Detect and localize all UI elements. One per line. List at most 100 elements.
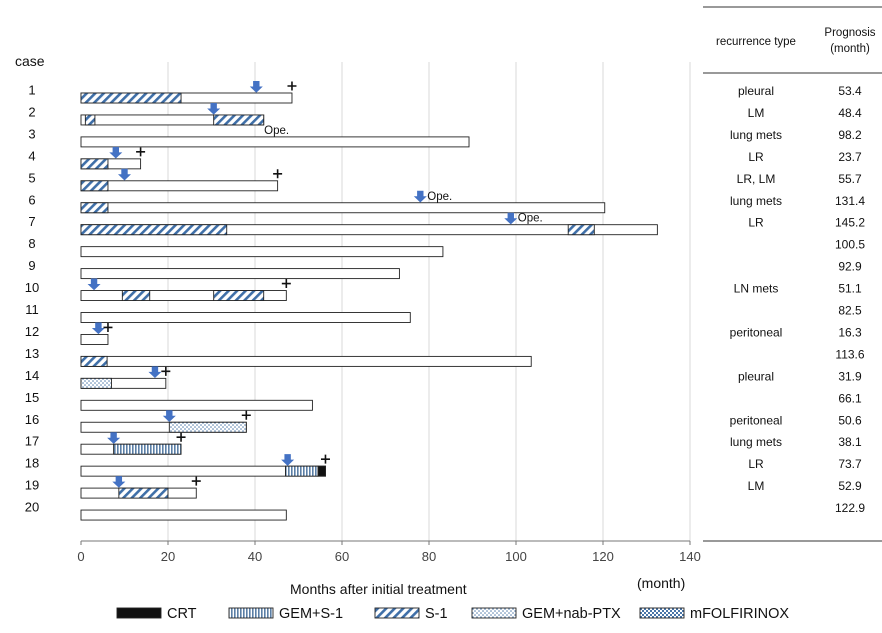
case-number: 5 [28,170,35,185]
prognosis-cell: 98.2 [838,128,862,142]
prognosis-cell: 48.4 [838,106,862,120]
case-row: 1 [28,81,297,104]
survival-bar [80,136,470,148]
legend-item-crt: CRT [116,606,197,622]
recurrence-arrow-icon [413,190,427,203]
survival-bar [80,290,287,301]
case-row: 4 [28,146,146,170]
death-marker-icon [320,454,330,464]
legend-swatch [471,607,517,619]
treatment-segment-s1 [118,487,169,499]
recurrence-type-cell: LN mets [734,282,779,296]
treatment-segment-gems1 [285,465,319,477]
legend-swatch [116,607,162,619]
survival-bar [80,355,532,367]
case-row: 7 Ope. [28,212,658,236]
recurrence-arrow-icon [207,102,221,115]
legend: CRT GEM+S-1 S-1 GEM+nab-PTX mFOLFIRINOX [116,606,789,622]
case-number: 10 [25,280,39,295]
case-row: 15 [25,390,313,411]
legend-item-mfolf: mFOLFIRINOX [639,606,789,622]
table-rows: pleural 53.4 LM 48.4 lung mets 98.2 LR 23.7 LR, … [730,84,866,515]
case-number: 15 [25,390,39,405]
x-tick-label: 100 [505,549,527,564]
treatment-segment-gemnab [168,421,247,433]
recurrence-type-cell: lung mets [730,128,782,142]
x-tick-label: 0 [77,549,84,564]
case-rows: 123 Ope.456 Ope.7 Ope.891011121314151617181… [25,81,658,521]
case-number: 11 [25,302,39,317]
case-row: 10 [25,278,291,301]
prognosis-cell: 131.4 [835,194,865,208]
case-row: 19 [25,476,201,499]
recurrence-arrow-icon [148,366,162,379]
legend-label: CRT [167,606,197,622]
x-axis-label: Months after initial treatment [290,581,467,597]
case-number: 6 [28,192,35,207]
legend-item-s1: S-1 [374,606,448,622]
prognosis-header-line2: (month) [830,43,870,55]
x-axis-unit-label: (month) [637,575,685,591]
case-number: 4 [28,148,35,163]
ope-label: Ope. [264,125,289,137]
death-marker-icon [161,366,171,376]
case-row: 16 [25,410,251,433]
case-row: 9 [28,258,400,280]
case-number: 18 [25,456,39,471]
recurrence-arrow-icon [249,81,263,93]
treatment-segment-s1 [80,158,109,170]
recurrence-type-cell: pleural [738,84,774,98]
prognosis-cell: 122.9 [835,501,865,515]
legend-label: GEM+S-1 [279,606,343,622]
x-axis: 0 20 40 60 80 100 120 140 [77,540,701,564]
prognosis-cell: 113.6 [835,347,864,361]
case-row: 11 [25,302,411,323]
ope-label: Ope. [518,213,543,225]
legend-item-gems1: GEM+S-1 [228,606,343,622]
case-row: 8 [28,236,444,258]
recurrence-type-cell: LM [748,106,765,120]
case-number: 20 [25,500,39,515]
death-marker-icon [103,322,113,332]
survival-bar [80,509,287,521]
case-row: 6 Ope. [28,190,606,214]
case-row: 12 [25,322,113,345]
recurrence-arrow-icon [107,432,121,444]
prognosis-cell: 145.2 [835,216,865,230]
recurrence-type-cell: pleural [738,369,774,383]
treatment-segment-s1 [213,114,265,126]
recurrence-arrow-icon [112,476,126,488]
death-marker-icon [287,81,297,91]
legend-label: mFOLFIRINOX [690,606,789,622]
recurrence-type-cell: peritoneal [730,413,783,427]
prognosis-cell: 23.7 [838,150,862,164]
recurrence-type-cell: peritoneal [730,325,783,339]
prognosis-cell: 92.9 [838,260,862,274]
treatment-segment-s1 [84,114,96,126]
death-marker-icon [273,169,283,179]
survival-bar [80,180,279,192]
case-number: 17 [25,434,39,449]
x-tick-label: 60 [335,549,349,564]
treatment-segment-gems1 [113,443,182,455]
case-row: 13 [25,346,532,367]
recurrence-type-cell: LM [748,479,765,493]
recurrence-type-cell: lung mets [730,435,782,449]
prognosis-cell: 82.5 [838,304,862,318]
recurrence-arrow-icon [87,278,101,291]
case-header: case [15,53,45,69]
case-number: 3 [28,126,35,141]
case-number: 9 [28,258,35,273]
survival-bar [80,399,313,411]
recurrence-arrow-icon [504,212,518,225]
case-number: 13 [25,346,39,361]
case-row: 17 [25,432,186,455]
x-tick-label: 20 [161,549,175,564]
survival-bar [80,268,400,280]
prognosis-cell: 52.9 [838,479,862,493]
survival-bar [80,334,109,345]
treatment-segment-s1 [80,224,228,236]
case-row: 2 [28,102,265,126]
legend-swatch [374,607,420,619]
